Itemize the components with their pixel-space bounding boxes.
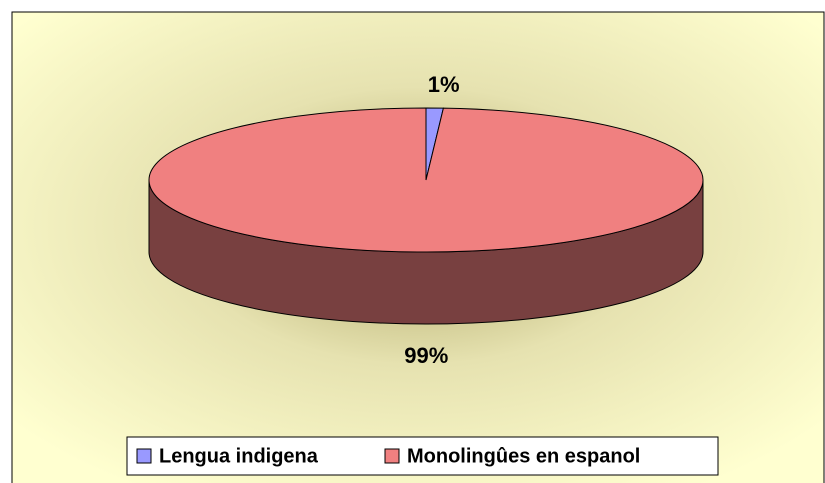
legend-swatch [384, 448, 400, 464]
legend-label: Lengua indigena [159, 445, 319, 467]
pie-slice [148, 107, 704, 253]
legend-box [126, 436, 719, 476]
data-label: 1% [428, 72, 460, 97]
legend-swatch [136, 448, 152, 464]
data-label: 99% [404, 343, 448, 368]
legend-label: Monolingûes en espanol [407, 445, 640, 467]
